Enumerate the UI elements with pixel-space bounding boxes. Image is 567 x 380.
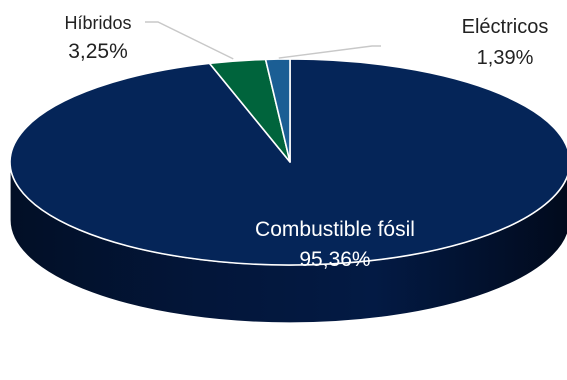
leader-lines	[145, 21, 381, 60]
value-combustible-fosil: 95,36%	[299, 248, 370, 271]
leader-line-electricos	[278, 45, 381, 59]
label-hibridos: Híbridos	[64, 13, 131, 33]
pie-slice-electricos	[264, 58, 291, 163]
slice-labels: Combustible fósil 95,36% Híbridos 3,25% Eléc…	[64, 13, 548, 271]
value-hibridos: 3,25%	[68, 40, 128, 63]
pie-top-face	[9, 58, 567, 266]
leader-line-hibridos	[145, 21, 234, 60]
pie-slice-combustible-fosil	[9, 58, 567, 266]
value-electricos: 1,39%	[477, 47, 534, 69]
label-combustible-fosil: Combustible fósil	[255, 218, 415, 241]
label-electricos: Eléctricos	[462, 16, 549, 38]
